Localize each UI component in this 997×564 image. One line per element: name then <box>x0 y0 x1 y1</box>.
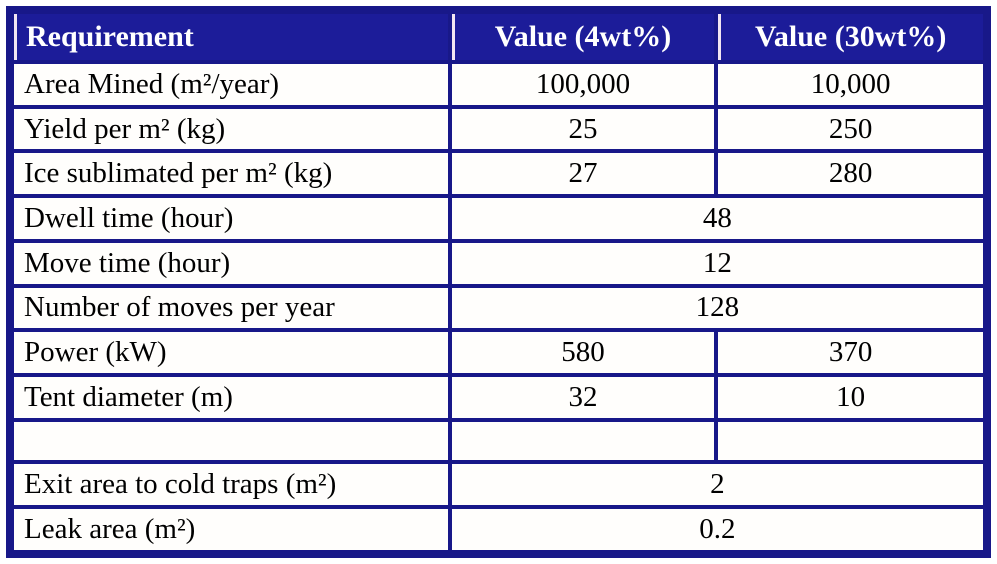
value-30wt-cell <box>714 417 989 465</box>
table-row-empty <box>8 417 989 465</box>
value-30wt-cell: 250 <box>714 104 989 154</box>
table-row-yield: Yield per m² (kg) 25 250 <box>8 104 989 154</box>
row-label: Yield per m² (kg) <box>8 104 452 154</box>
value-4wt-cell: 100,000 <box>447 60 719 109</box>
table-row-power: Power (kW) 580 370 <box>8 328 989 378</box>
table-row-move-time: Move time (hour) 12 <box>8 238 990 288</box>
row-label: Number of moves per year <box>8 283 452 333</box>
row-label <box>8 417 452 465</box>
value-30wt-cell: 370 <box>714 328 989 378</box>
table-row-dwell-time: Dwell time (hour) 48 <box>8 194 990 243</box>
table-row-area-mined: Area Mined (m²/year) 100,000 10,000 <box>8 60 989 109</box>
table-row-number-of-moves: Number of moves per year 128 <box>8 283 990 333</box>
table-row-ice-sublimated: Ice sublimated per m² (kg) 27 280 <box>8 149 989 199</box>
row-label: Ice sublimated per m² (kg) <box>8 149 452 199</box>
row-label: Move time (hour) <box>8 238 452 288</box>
table-row-exit-area: Exit area to cold traps (m²) 2 <box>8 460 990 510</box>
header-requirement: Requirement <box>8 8 452 64</box>
row-label: Exit area to cold traps (m²) <box>8 460 452 510</box>
merged-value-cell: 12 <box>447 238 990 288</box>
value-4wt-cell: 25 <box>447 104 719 154</box>
table-row-tent-diameter: Tent diameter (m) 32 10 <box>8 373 989 422</box>
header-value-4wt: Value (4wt%) <box>447 8 719 64</box>
value-4wt-cell: 27 <box>447 149 719 199</box>
value-30wt-cell: 280 <box>714 149 989 199</box>
merged-value-cell: 2 <box>447 460 990 510</box>
header-row: Requirement Value (4wt%) Value (30wt%) <box>8 8 989 64</box>
merged-value-cell: 128 <box>447 283 990 333</box>
merged-value-cell: 0.2 <box>447 505 990 556</box>
row-label: Leak area (m²) <box>8 505 452 556</box>
value-30wt-cell: 10 <box>714 373 989 422</box>
value-4wt-cell: 32 <box>447 373 719 422</box>
merged-value-cell: 48 <box>447 194 990 243</box>
row-label: Dwell time (hour) <box>8 194 452 243</box>
row-label: Power (kW) <box>8 328 452 378</box>
header-value-30wt: Value (30wt%) <box>714 8 989 64</box>
value-4wt-cell <box>447 417 719 465</box>
table-row-leak-area: Leak area (m²) 0.2 <box>8 505 990 556</box>
row-label: Area Mined (m²/year) <box>8 60 452 109</box>
value-30wt-cell: 10,000 <box>714 60 989 109</box>
value-4wt-cell: 580 <box>447 328 719 378</box>
requirements-table: Requirement Value (4wt%) Value (30wt%) A… <box>6 6 991 558</box>
row-label: Tent diameter (m) <box>8 373 452 422</box>
